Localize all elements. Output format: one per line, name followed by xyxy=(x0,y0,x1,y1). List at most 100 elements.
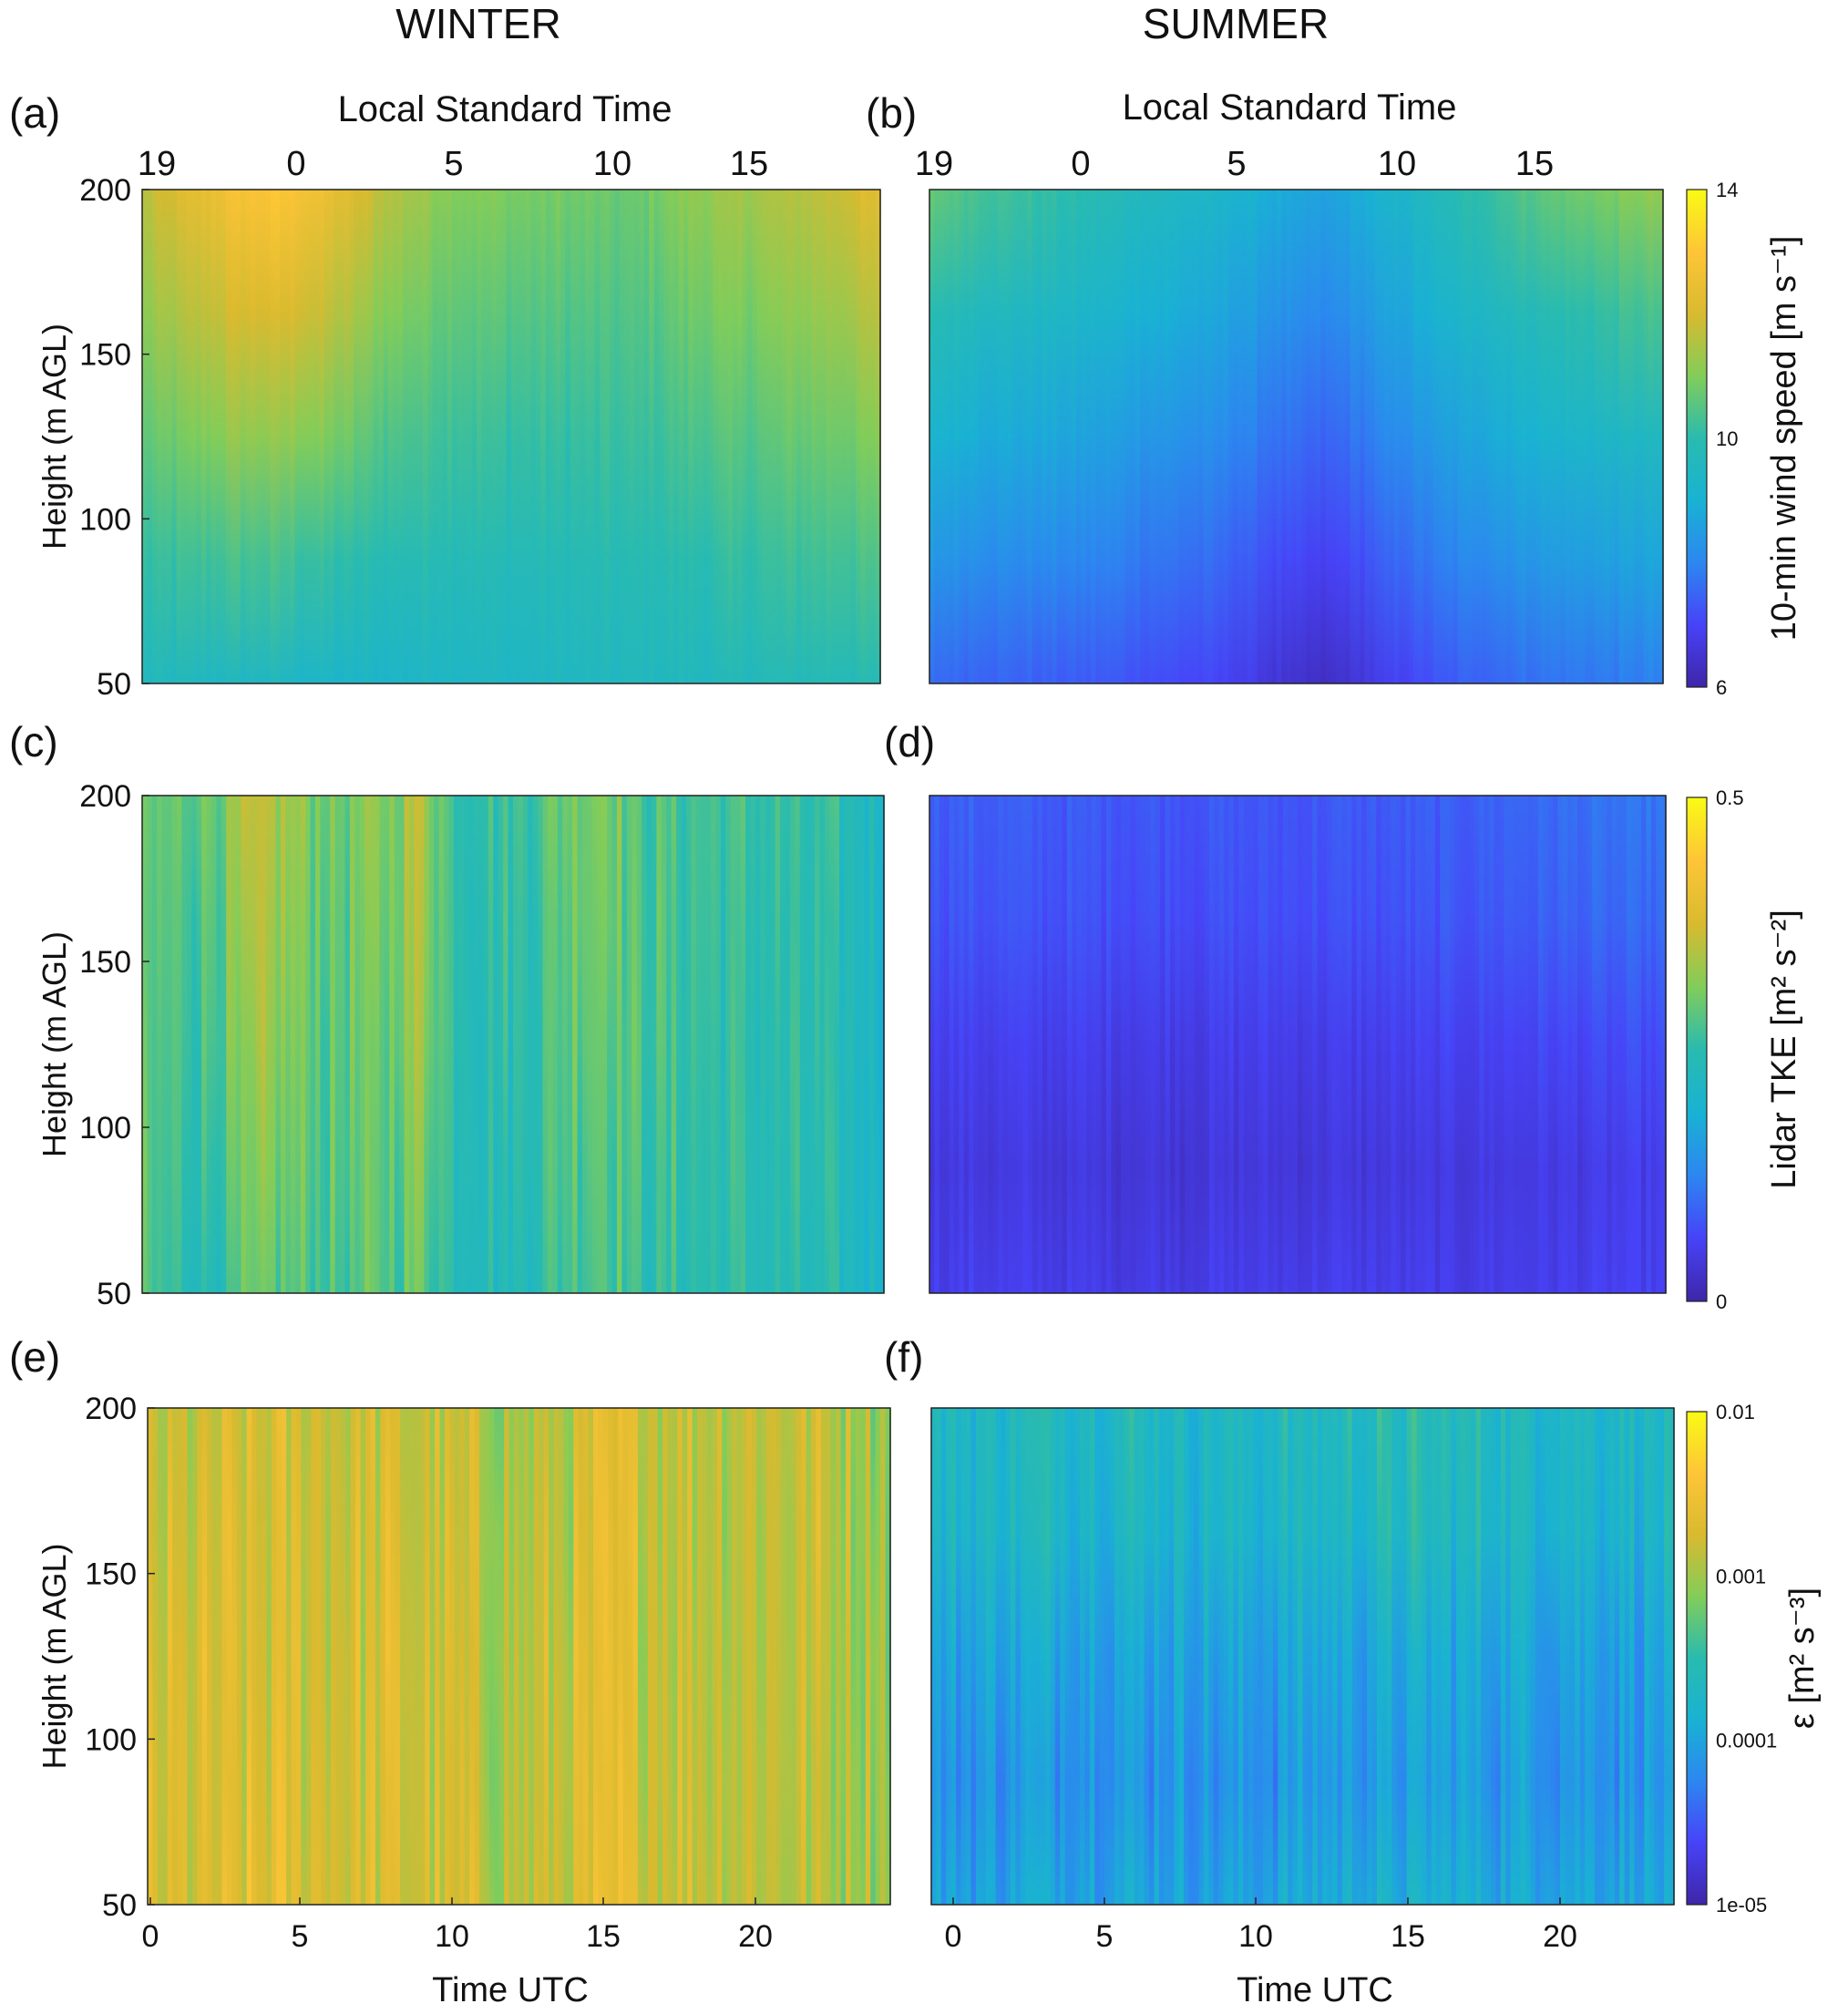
heatmap-cell xyxy=(608,1408,614,1905)
heatmap-cell xyxy=(1027,190,1033,683)
heatmap-cell xyxy=(1607,796,1613,1293)
heatmap-cell xyxy=(1062,796,1068,1293)
heatmap-cell xyxy=(1475,1408,1482,1905)
heatmap-cell xyxy=(1619,1408,1626,1905)
heatmap-cell xyxy=(315,1408,322,1905)
heatmap-cell xyxy=(860,190,867,683)
heatmap-cell xyxy=(1111,796,1117,1293)
heatmap-cell xyxy=(771,1408,777,1905)
heatmap-cell xyxy=(1572,796,1578,1293)
heatmap-cell xyxy=(991,1408,997,1905)
panel-frame xyxy=(141,189,881,684)
heatmap-cell xyxy=(147,796,153,1293)
heatmap-cell xyxy=(498,796,504,1293)
heatmap-cell xyxy=(241,796,247,1293)
heatmap-cell xyxy=(511,190,518,683)
summer-header: SUMMER xyxy=(1143,0,1329,47)
heatmap-cell xyxy=(568,1408,575,1905)
heatmap-cell xyxy=(290,190,296,683)
heatmap-cell xyxy=(364,190,370,683)
heatmap-cell xyxy=(284,190,291,683)
heatmap-cell xyxy=(1238,796,1245,1293)
y-tick-label: 150 xyxy=(85,1557,137,1592)
heatmap-cell xyxy=(1537,796,1545,1293)
panel-label-d: (d) xyxy=(884,718,935,766)
heatmap-cell xyxy=(1001,1408,1007,1905)
heatmap-cell xyxy=(246,1408,252,1905)
heatmap-cell xyxy=(545,190,551,683)
heatmap-cell xyxy=(811,190,817,683)
heatmap-cell xyxy=(1005,1408,1011,1905)
heatmap-cell xyxy=(1518,796,1525,1293)
heatmap-cell xyxy=(200,190,207,683)
heatmap-cell xyxy=(745,796,752,1293)
heatmap-cell xyxy=(672,1408,679,1905)
top-x-tick-label: 15 xyxy=(1515,145,1554,183)
heatmap-cell xyxy=(148,1408,154,1905)
heatmap-cell xyxy=(1547,796,1554,1293)
heatmap-cell xyxy=(681,796,687,1293)
heatmap-cell xyxy=(488,796,495,1293)
heatmap-cell xyxy=(167,796,173,1293)
heatmap-cell xyxy=(1370,190,1376,683)
heatmap-cell xyxy=(944,190,950,683)
heatmap-cell xyxy=(1302,1408,1309,1905)
heatmap-cell xyxy=(405,1408,411,1905)
heatmap-cell xyxy=(1423,190,1430,683)
heatmap-cell xyxy=(959,190,965,683)
heatmap-cell xyxy=(265,796,272,1293)
heatmap-cell xyxy=(1415,796,1422,1293)
heatmap-cell xyxy=(840,1408,847,1905)
heatmap-cell xyxy=(776,190,783,683)
heatmap-cell xyxy=(1199,796,1206,1293)
heatmap-cell xyxy=(438,796,445,1293)
heatmap-cell xyxy=(854,796,860,1293)
top-x-tick-label: 10 xyxy=(1378,145,1416,183)
heatmap-cell xyxy=(393,190,399,683)
heatmap-cell xyxy=(949,190,955,683)
heatmap-cell xyxy=(1320,190,1327,683)
heatmap-cell xyxy=(1159,190,1165,683)
heatmap-cell xyxy=(939,190,945,683)
heatmap-cell xyxy=(1351,1408,1359,1905)
bottom-x-axis-title-left: Time UTC xyxy=(432,1971,589,2009)
heatmap-cell xyxy=(610,190,616,683)
heatmap-cell xyxy=(1381,1408,1388,1905)
heatmap-cell xyxy=(1449,796,1456,1293)
heatmap-cell xyxy=(1194,796,1201,1293)
heatmap-cell xyxy=(934,796,940,1293)
heatmap-cell xyxy=(737,190,744,683)
heatmap-cell xyxy=(1496,190,1503,683)
heatmap-cell xyxy=(736,1408,743,1905)
heatmap-cell xyxy=(706,1408,714,1905)
heatmap-cell xyxy=(875,190,881,683)
heatmap-cell xyxy=(1066,190,1073,683)
heatmap-cell xyxy=(1447,190,1454,683)
heatmap-cell xyxy=(581,796,589,1293)
heatmap-cell xyxy=(1636,796,1642,1293)
heatmap-cell xyxy=(1032,796,1039,1293)
heatmap-cell xyxy=(1562,796,1569,1293)
heatmap-cell xyxy=(1360,190,1366,683)
heatmap-cell xyxy=(1237,190,1244,683)
heatmap-cell xyxy=(1596,796,1603,1293)
heatmap-cell xyxy=(1020,1408,1027,1905)
heatmap-cell xyxy=(479,1408,486,1905)
heatmap-cell xyxy=(1203,190,1209,683)
heatmap-cell xyxy=(992,190,999,683)
heatmap-cell xyxy=(504,1408,510,1905)
colorbar-tick-label: 1e-05 xyxy=(1716,1894,1767,1916)
heatmap-cell xyxy=(1501,190,1508,683)
heatmap-cell xyxy=(795,796,801,1293)
heatmap-cell xyxy=(418,796,426,1293)
heatmap-cell xyxy=(424,796,430,1293)
heatmap-cell xyxy=(1389,190,1395,683)
heatmap-cell xyxy=(765,796,771,1293)
heatmap-cell xyxy=(1347,1408,1353,1905)
colorbar-label: ε [m² s⁻³] xyxy=(1783,1588,1822,1729)
heatmap-cell xyxy=(1189,796,1196,1293)
heatmap-cell xyxy=(400,1408,406,1905)
heatmap-cell xyxy=(1233,796,1240,1293)
heatmap-cell xyxy=(1465,1408,1473,1905)
heatmap-cell xyxy=(868,796,875,1293)
